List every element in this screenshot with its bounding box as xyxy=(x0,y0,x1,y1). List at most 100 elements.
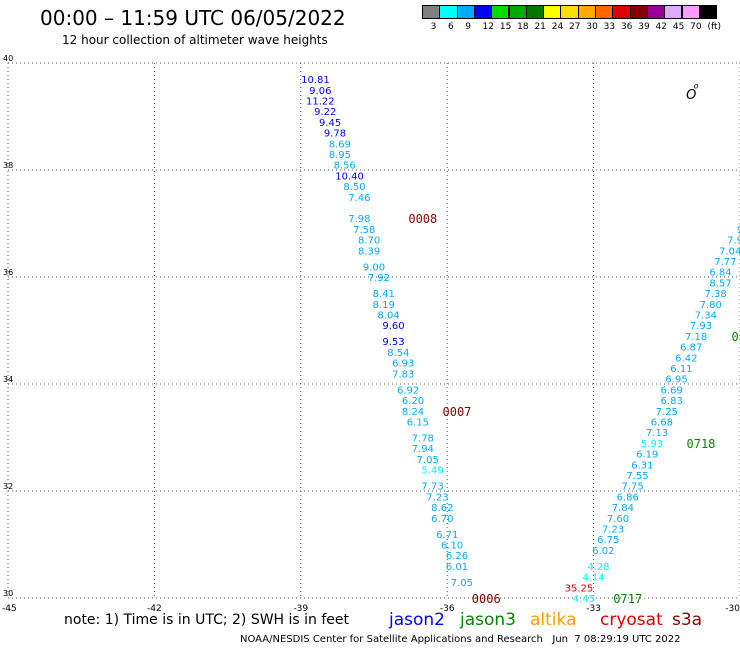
swh-point-jason2: 7.23 xyxy=(426,492,448,503)
y-tick-label: 30 xyxy=(3,589,13,598)
swh-point-jason2: 7.92 xyxy=(368,273,390,284)
swh-point-jason2: 9.22 xyxy=(314,107,336,118)
swh-point-jason2: 9.00 xyxy=(363,262,385,273)
colorbar-label: 9 xyxy=(465,22,471,32)
time-label: 0717 xyxy=(613,592,642,606)
swh-point-jason2: 6.70 xyxy=(431,514,453,525)
colorbar-label: 33 xyxy=(603,22,616,32)
time-label: 0008 xyxy=(408,212,437,226)
footer-note: note: 1) Time is in UTC; 2) SWH is in fe… xyxy=(64,612,350,628)
y-tick-label: 32 xyxy=(3,482,13,491)
swh-point-jason3: 7.80 xyxy=(700,300,722,311)
swh-point-jason2: 8.24 xyxy=(402,407,424,418)
swh-point-jason3: 6.02 xyxy=(592,546,614,557)
colorbar-label: 42 xyxy=(655,22,667,32)
colorbar-label: 6 xyxy=(447,22,454,32)
swh-point-jason2: 7.73 xyxy=(421,482,443,493)
swh-point-jason2: 7.46 xyxy=(348,193,370,204)
swh-point-jason2: 6.92 xyxy=(397,385,419,396)
swh-point-jason2: 9.60 xyxy=(382,321,404,332)
colorbar-label: 70 xyxy=(690,22,702,32)
swh-point-jason3: 6.83 xyxy=(661,396,683,407)
swh-point-jason2: 9.53 xyxy=(382,337,404,348)
satellite-legend-altika: altika xyxy=(530,610,577,630)
time-label: 0007 xyxy=(443,405,472,419)
swh-point-jason3: 6.86 xyxy=(617,492,639,503)
x-tick-label: -30 xyxy=(725,604,740,614)
swh-point-jason3: 5.93 xyxy=(641,439,663,450)
footer-credit: NOAA/NESDIS Center for Satellite Applica… xyxy=(240,634,681,645)
swh-point-jason2: 8.50 xyxy=(343,182,365,193)
swh-point-jason3: 6.75 xyxy=(597,535,619,546)
chart-subtitle: 12 hour collection of altimeter wave hei… xyxy=(62,33,328,47)
swh-point-jason2: 8.54 xyxy=(387,348,409,359)
swh-point-jason2: 8.69 xyxy=(329,139,351,150)
swh-point-jason2: 8.70 xyxy=(358,236,380,247)
time-label: 0006 xyxy=(472,592,501,606)
swh-point-jason2: 8.95 xyxy=(329,150,351,161)
time-label: 0 xyxy=(732,330,739,344)
swh-point-jason2: 11.22 xyxy=(306,96,335,107)
colorbar-label: 21 xyxy=(534,22,546,32)
swh-point-jason3: 7.34 xyxy=(695,310,717,321)
swh-point-jason3: 7.77 xyxy=(714,257,736,268)
satellite-legend-cryosat: cryosat xyxy=(600,610,663,630)
swh-point-jason2: 10.81 xyxy=(301,75,330,86)
swh-point-jason3: 7.23 xyxy=(602,524,624,535)
swh-point-jason3: 4.14 xyxy=(582,573,604,584)
swh-point-jason3: 7.84 xyxy=(612,503,634,514)
y-tick-label: 38 xyxy=(3,161,13,170)
swh-point-jason2: 6.71 xyxy=(436,530,458,541)
swh-point-jason2: 6.01 xyxy=(446,562,468,573)
swh-point-jason2: 6.10 xyxy=(441,541,463,552)
swh-point-jason2: 8.19 xyxy=(373,300,395,311)
y-tick-label: 40 xyxy=(3,54,13,63)
swh-point-jason2: 7.78 xyxy=(412,434,434,445)
swh-point-jason2: 7.83 xyxy=(392,369,414,380)
swh-point-jason3: 7.04 xyxy=(719,246,740,257)
swh-point-jason2: 7.05 xyxy=(451,578,473,589)
colorbar-label: 24 xyxy=(551,22,564,32)
swh-point-jason3: 6.95 xyxy=(665,375,687,386)
swh-point-jason2: 8.56 xyxy=(334,161,356,172)
swh-point-jason3: 6.68 xyxy=(651,417,673,428)
swh-point-jason3: 4.45 xyxy=(573,594,595,605)
colorbar-label: 45 xyxy=(672,22,685,32)
swh-point-jason2: 5.49 xyxy=(421,466,443,477)
y-tick-label: 36 xyxy=(3,268,13,277)
x-tick-label: -33 xyxy=(586,604,601,614)
swh-point-jason3: 6.69 xyxy=(661,385,683,396)
swh-point-jason3: 6.87 xyxy=(680,343,702,354)
colorbar-label: 18 xyxy=(517,22,529,32)
swh-point-jason3: 7.25 xyxy=(656,407,678,418)
swh-point-jason3: 4.28 xyxy=(587,562,609,573)
colorbar-label: 15 xyxy=(499,22,512,32)
x-tick-label: -42 xyxy=(147,604,162,614)
x-tick-label: -39 xyxy=(293,604,308,614)
satellite-legend-jason3: jason3 xyxy=(460,610,516,630)
swh-point-jason3: 35.25 xyxy=(565,583,594,594)
swh-point-jason2: 9.45 xyxy=(319,118,341,129)
colorbar-label: 30 xyxy=(586,22,598,32)
swh-point-jason2: 7.05 xyxy=(417,455,439,466)
swh-point-jason3: 7.93 xyxy=(690,321,712,332)
colorbar-label: (ft) xyxy=(707,22,721,32)
swh-point-jason3: 8.57 xyxy=(709,278,731,289)
swh-point-jason2: 6.26 xyxy=(446,551,468,562)
satellite-legend-jason2: jason2 xyxy=(389,610,445,630)
swh-point-jason2: 8.41 xyxy=(373,289,395,300)
colorbar-swatch xyxy=(698,5,718,19)
y-tick-label: 34 xyxy=(3,375,13,384)
swh-point-jason3: 7.60 xyxy=(607,514,629,525)
time-label: 0718 xyxy=(687,437,716,451)
swh-point-jason2: 7.94 xyxy=(412,444,434,455)
swh-point-jason3: 6.19 xyxy=(636,450,658,461)
swh-point-jason2: 8.39 xyxy=(358,246,380,257)
colorbar-label: 12 xyxy=(482,22,494,32)
swh-point-jason2: 7.98 xyxy=(348,214,370,225)
colorbar-label: 27 xyxy=(569,22,581,32)
swh-point-jason2: 8.04 xyxy=(378,310,400,321)
swh-point-jason3: 7.9 xyxy=(727,236,740,247)
chart-title: 00:00 – 11:59 UTC 06/05/2022 xyxy=(40,6,346,30)
